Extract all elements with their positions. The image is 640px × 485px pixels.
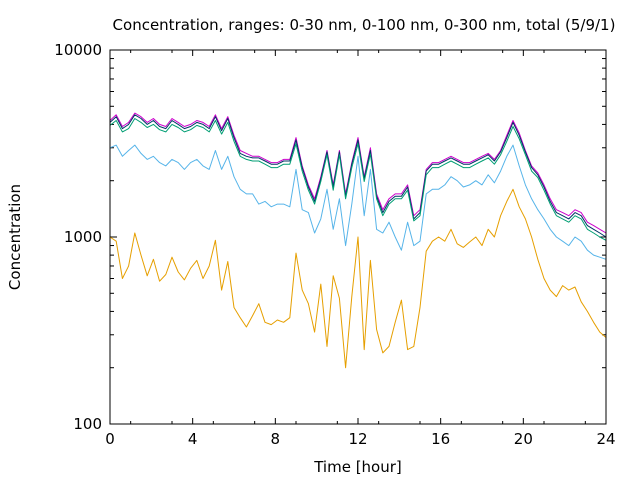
- y-tick-label: 1000: [64, 228, 102, 246]
- series-line-3: [109, 118, 607, 241]
- y-tick-label: 10000: [54, 41, 102, 59]
- x-tick-label: 0: [105, 430, 115, 448]
- x-tick-label: 12: [348, 430, 367, 448]
- x-tick-label: 16: [431, 430, 450, 448]
- x-tick-label: 20: [514, 430, 533, 448]
- series-line-2: [109, 114, 607, 238]
- y-axis-label: Concentration: [6, 184, 24, 290]
- series-line-5: [109, 188, 607, 369]
- series-line-1: [109, 112, 607, 234]
- x-axis-label: Time [hour]: [313, 458, 402, 476]
- plot-frame: [109, 49, 607, 425]
- y-tick-label: 100: [73, 415, 102, 433]
- series-lines: [109, 112, 607, 369]
- x-tick-label: 24: [596, 430, 615, 448]
- x-tick-label: 4: [188, 430, 198, 448]
- x-tick-label: 8: [271, 430, 281, 448]
- series-line-4: [109, 144, 607, 260]
- chart-title: Concentration, ranges: 0-30 nm, 0-100 nm…: [113, 16, 616, 34]
